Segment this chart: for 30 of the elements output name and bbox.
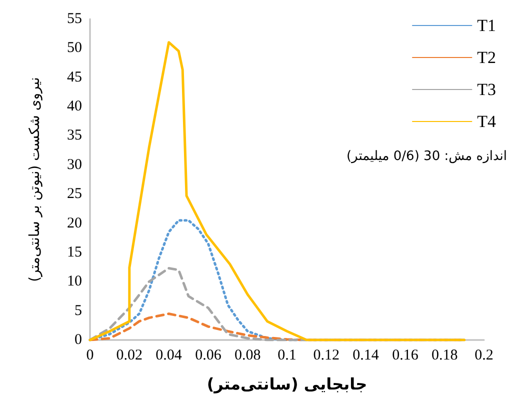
y-tick-label: 10 <box>67 274 82 290</box>
x-tick-label: 0.14 <box>352 348 380 364</box>
x-tick-label: 0.2 <box>474 348 494 364</box>
legend-label: T4 <box>477 112 496 131</box>
legend-label: T1 <box>477 16 496 35</box>
x-tick-label: 0.02 <box>116 348 143 364</box>
y-tick-label: 25 <box>67 186 82 202</box>
x-tick-label: 0 <box>86 348 94 364</box>
y-tick-label: 45 <box>67 69 82 86</box>
x-tick-label: 0.12 <box>313 348 340 364</box>
annotation: اندازه مش: 30 (0/6 میلیمتر) <box>346 149 508 164</box>
legend-label: T3 <box>477 80 496 99</box>
x-tick-label: 0.08 <box>234 348 261 364</box>
y-tick-label: 40 <box>67 98 82 115</box>
y-tick-label: 15 <box>67 244 82 260</box>
x-axis-title: جابجایی (سانتی‌متر) <box>206 374 368 394</box>
y-tick-label: 55 <box>67 11 82 27</box>
y-tick-label: 5 <box>74 302 82 319</box>
x-tick-label: 0.18 <box>431 348 458 364</box>
y-axis-title: نیروی شکست (نیوتن بر سانتی‌متر) <box>27 77 43 282</box>
y-tick-label: 30 <box>67 156 82 173</box>
x-tick-label: 0.1 <box>278 348 296 364</box>
legend-label: T2 <box>477 48 496 67</box>
x-tick-label: 0.16 <box>392 348 419 364</box>
y-tick-label: 0 <box>74 332 82 348</box>
x-tick-label: 0.06 <box>195 348 222 364</box>
y-tick-label: 35 <box>67 128 82 144</box>
y-tick-label: 20 <box>67 215 82 232</box>
y-tick-label: 50 <box>67 40 82 56</box>
x-tick-label: 0.04 <box>156 348 182 364</box>
